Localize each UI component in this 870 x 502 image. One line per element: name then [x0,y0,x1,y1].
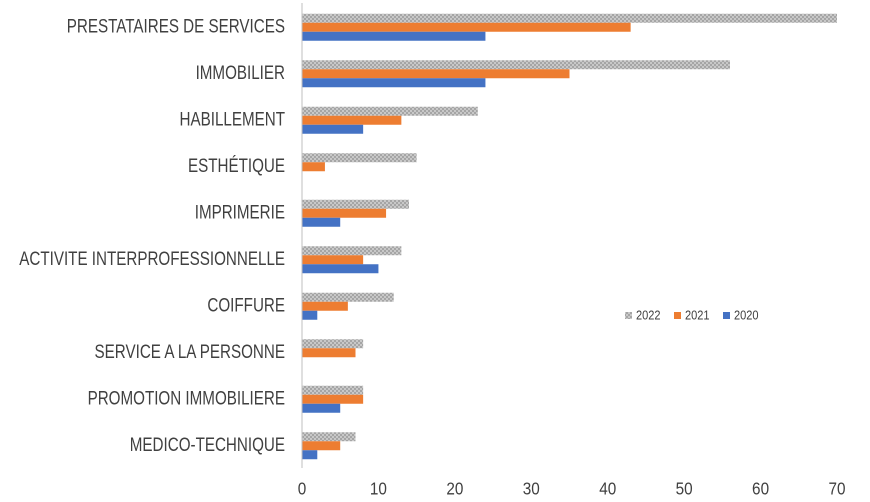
legend-label: 2021 [685,308,710,323]
bar [302,115,402,125]
bar [302,60,730,70]
bar [302,124,364,134]
bar [302,153,417,163]
y-tick-label: PROMOTION IMMOBILIERE [88,387,285,409]
bar [302,264,379,274]
x-tick-label: 40 [599,479,616,499]
legend-swatch [723,312,730,319]
y-tick-label: HABILLEMENT [180,108,286,130]
bar [302,13,837,23]
x-tick-label: 10 [370,479,387,499]
bar [302,217,341,227]
bar [302,394,364,404]
x-tick-label: 50 [676,479,693,499]
bar [302,162,325,172]
bar [302,78,486,88]
bar [302,348,356,358]
bar [302,432,356,442]
x-tick-label: 30 [523,479,540,499]
bar [302,403,341,413]
bar [302,246,402,256]
bar [302,199,409,209]
legend-swatch [625,312,632,319]
y-tick-label: ESTHÉTIQUE [188,154,285,176]
y-tick-label: SERVICE A LA PERSONNE [95,340,285,362]
y-tick-label: PRESTATAIRES DE SERVICES [67,15,285,37]
bar [302,385,364,395]
bar [302,339,364,349]
bar [302,310,318,320]
legend-swatch [674,312,681,319]
bar [302,292,394,302]
legend-label: 2022 [636,308,661,323]
bar [302,22,631,32]
legend-label: 2020 [734,308,759,323]
y-tick-label: MEDICO-TECHNIQUE [130,433,285,455]
y-tick-label: COIFFURE [207,294,285,316]
y-tick-label: IMPRIMERIE [195,201,285,223]
bar [302,69,570,79]
bar [302,106,478,116]
y-tick-label: ACTIVITE INTERPROFESSIONNELLE [19,247,285,269]
x-tick-label: 70 [828,479,845,499]
y-tick-label: IMMOBILIER [196,61,285,83]
bar [302,208,387,218]
bar [302,255,364,265]
bar [302,31,486,41]
x-tick-label: 20 [446,479,463,499]
x-tick-label: 0 [298,479,307,499]
bar [302,450,318,460]
bar [302,301,348,311]
bar [302,441,341,451]
x-tick-label: 60 [752,479,769,499]
